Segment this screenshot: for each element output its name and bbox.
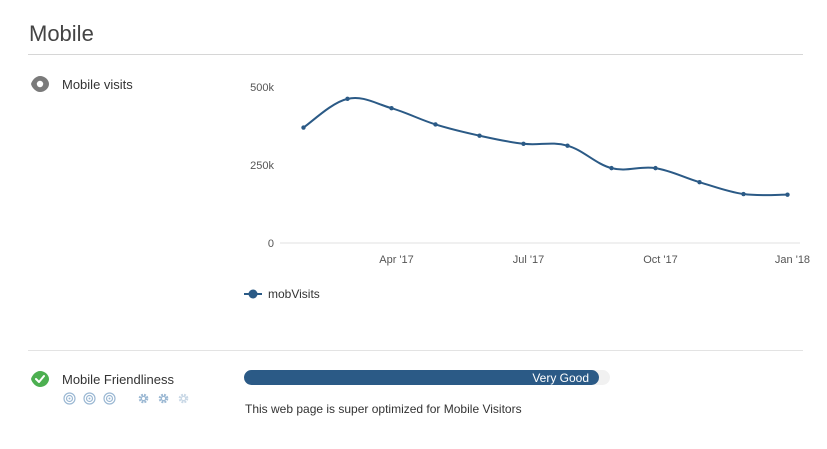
- indicator-icons: [63, 392, 197, 405]
- data-point: [741, 191, 746, 197]
- mobile-friendliness-progress-fill: Very Good: [244, 370, 600, 385]
- gear-outline-icon: [177, 392, 190, 405]
- target-icon: [83, 392, 96, 405]
- mobile-visits-label-row: Mobile visits: [30, 74, 133, 94]
- x-tick-label: Apr '17: [379, 254, 414, 266]
- mobile-visits-label: Mobile visits: [62, 76, 133, 92]
- gear-icon: [157, 392, 170, 405]
- target-icon: [63, 392, 76, 405]
- data-point: [433, 122, 438, 127]
- y-tick-label: 250k: [250, 160, 274, 172]
- mobile-friendliness-description: This web page is super optimized for Mob…: [245, 402, 522, 416]
- series-line: [302, 97, 788, 197]
- legend-label: mobVisits: [268, 287, 320, 301]
- legend-swatch: [244, 289, 262, 299]
- data-point: [785, 192, 790, 197]
- data-point: [301, 125, 306, 130]
- x-tick-label: Jan '18: [775, 254, 810, 266]
- title-divider: [28, 54, 803, 55]
- target-icon: [103, 392, 116, 405]
- x-tick-label: Oct '17: [643, 254, 678, 266]
- y-tick-label: 0: [268, 238, 274, 250]
- y-tick-label: 500k: [250, 82, 274, 94]
- check-badge-icon: [30, 369, 50, 389]
- data-point: [565, 143, 570, 148]
- data-point: [477, 133, 482, 138]
- data-point: [653, 165, 658, 171]
- section-title: Mobile: [29, 21, 94, 46]
- chart-legend-item[interactable]: mobVisits: [244, 287, 320, 301]
- data-point: [345, 96, 350, 102]
- mobile-friendliness-label-row: Mobile Friendliness: [30, 369, 174, 389]
- gear-icon: [137, 392, 150, 405]
- rating-label: Very Good: [532, 370, 590, 385]
- row-divider: [28, 350, 803, 351]
- mobile-friendliness-label: Mobile Friendliness: [62, 371, 174, 387]
- x-tick-label: Jul '17: [513, 254, 544, 266]
- data-point: [609, 165, 614, 171]
- data-point: [521, 141, 526, 146]
- data-point: [389, 106, 394, 111]
- data-point: [697, 179, 702, 185]
- eye-icon: [30, 74, 50, 94]
- mobile-friendliness-progress-track: Very Good: [244, 370, 610, 385]
- mobile-visits-chart: 0 250k 500k Apr '17 Jul '17 Oct '17 Jan '18: [250, 82, 810, 266]
